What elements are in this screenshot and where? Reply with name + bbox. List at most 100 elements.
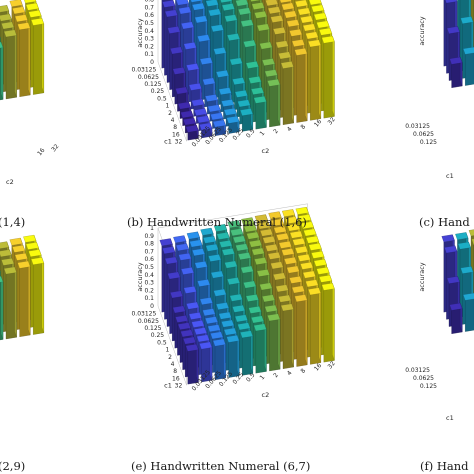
caption-f: (f) Hand bbox=[420, 459, 469, 473]
plot-e-c1-tick: 0.125 bbox=[144, 325, 161, 332]
plot-e-c2-tick: 0.5 bbox=[245, 372, 257, 384]
plot-b-z-tick: 0.3 bbox=[144, 36, 154, 43]
plot-c-c1-tick: 0.0625 bbox=[413, 131, 434, 138]
plot-e-c1-tick: 32 bbox=[175, 383, 183, 390]
plot-b-c2-tick: 1 bbox=[259, 130, 267, 138]
caption-d: (2,9) bbox=[0, 459, 25, 473]
plot-b-z-tick: 0 bbox=[150, 59, 154, 66]
plot-e-bar bbox=[199, 341, 213, 383]
plot-e-c1-tick: 8 bbox=[173, 368, 177, 375]
plot-e-z-tick: 0.3 bbox=[144, 280, 154, 287]
plot-c-bar bbox=[462, 46, 474, 86]
plot-c-z-axis-label: accuracy bbox=[418, 16, 426, 45]
plot-a-bar bbox=[3, 29, 17, 100]
plot-d-bar bbox=[0, 276, 4, 341]
plot-e-z-tick: 0 bbox=[150, 303, 154, 310]
plot-b-c1-tick: 1 bbox=[165, 103, 169, 110]
plot-d-bar bbox=[3, 266, 17, 340]
plot-b-c1-tick: 2 bbox=[168, 110, 172, 117]
plot-e-bar bbox=[226, 334, 240, 378]
plot-b-z-tick: 0.8 bbox=[144, 0, 154, 4]
plot-b-c2-tick: 0.5 bbox=[245, 128, 257, 140]
plot-e-z-tick: 0.2 bbox=[144, 287, 154, 294]
plot-b-c2-tick: 8 bbox=[299, 123, 307, 131]
plot-e-bar bbox=[307, 287, 322, 365]
caption-a: (1,4) bbox=[0, 215, 25, 229]
plot-c-c1-label: c1 bbox=[446, 172, 454, 180]
plot-b-c1-tick: 0.03125 bbox=[131, 67, 156, 74]
subplot-b: 00.10.20.30.40.50.60.70.80.91accuracy0.0… bbox=[131, 0, 337, 155]
plot-b-c2-tick: 2 bbox=[272, 128, 280, 136]
plot-e-z-tick: 0.8 bbox=[144, 241, 154, 248]
plot-e-c1-tick: 4 bbox=[171, 361, 175, 368]
plot-b-c2-label: c2 bbox=[262, 147, 270, 155]
subplot-a-partial: c2 16 32 bbox=[0, 0, 61, 186]
plot-e-c1-tick: 0.25 bbox=[151, 332, 165, 339]
plot-e-c1-tick: 0.03125 bbox=[131, 311, 156, 318]
plot-b-bar bbox=[185, 124, 199, 141]
plot-e-z-tick: 1 bbox=[150, 225, 154, 232]
plot-b-c1-label: c1 bbox=[164, 137, 172, 145]
plot-b-c1-tick: 0.125 bbox=[144, 81, 161, 88]
plot-e-bar bbox=[280, 303, 294, 369]
plot-e-z-tick: 0.6 bbox=[144, 256, 154, 263]
plot-b-c2-tick: 4 bbox=[286, 125, 294, 133]
plot-f-c1-tick: 0.03125 bbox=[405, 367, 430, 374]
plot-e-bar bbox=[185, 343, 199, 385]
plot-b-bar bbox=[267, 78, 281, 128]
plot-b-bar bbox=[321, 35, 335, 119]
plot-e-c1-tick: 1 bbox=[165, 347, 169, 354]
plot-b-bar bbox=[226, 115, 240, 134]
caption-b: (b) Handwritten Numeral (1,6) bbox=[127, 215, 307, 229]
plot-e-c1-tick: 0.5 bbox=[157, 339, 167, 346]
plot-f-c1-tick: 0.125 bbox=[420, 383, 437, 390]
caption-e: (e) Handwritten Numeral (6,7) bbox=[131, 459, 310, 473]
plot-b-bar bbox=[280, 61, 294, 125]
plot-b-z-tick: 0.2 bbox=[144, 43, 154, 50]
plot-e-c1-label: c1 bbox=[164, 381, 172, 389]
plot-b-c1-tick: 16 bbox=[172, 131, 180, 138]
plot-e-c1-tick: 16 bbox=[172, 375, 180, 382]
plot-e-bar bbox=[239, 330, 254, 376]
plot-b-z-axis-label: accuracy bbox=[136, 18, 144, 47]
plot-a-bar bbox=[30, 17, 45, 95]
plot-c-bar bbox=[449, 56, 463, 88]
plot-f-bar bbox=[449, 302, 463, 334]
plot-b-c1-tick: 0.25 bbox=[151, 88, 165, 95]
caption-c: (c) Hand bbox=[419, 215, 470, 229]
plot-e-z-tick: 0.9 bbox=[144, 233, 154, 240]
plot-a-c2-tick: 16 bbox=[36, 147, 46, 157]
plot-b-c1-tick: 8 bbox=[173, 124, 177, 131]
plot-a-bar bbox=[0, 41, 4, 101]
plot-a-bar bbox=[17, 22, 31, 97]
plot-b-z-tick: 0.7 bbox=[144, 4, 154, 11]
plot-e-c2-label: c2 bbox=[262, 391, 270, 399]
plot-a-c2-label: c2 bbox=[6, 178, 14, 186]
plot-b-bar bbox=[253, 95, 267, 130]
subplot-d-partial bbox=[0, 234, 45, 341]
plot-b-c1-tick: 0.5 bbox=[157, 95, 167, 102]
plot-b-back-pane bbox=[157, 0, 308, 62]
plot-e-bar bbox=[294, 294, 308, 367]
plot-e-z-tick: 0.7 bbox=[144, 248, 154, 255]
plot-b-bar bbox=[212, 119, 226, 136]
plot-e-z-tick: 0.4 bbox=[144, 272, 154, 279]
plot-e-c1-tick: 0.0625 bbox=[138, 318, 159, 325]
plot-e-c1-tick: 2 bbox=[168, 354, 172, 361]
plot-c-c1-tick: 0.03125 bbox=[405, 123, 430, 130]
plot-b-c2-tick: 16 bbox=[313, 118, 323, 128]
plot-b-z-tick: 0.1 bbox=[144, 51, 154, 58]
plot-a-c2-tick: 32 bbox=[50, 143, 60, 153]
plot-b-c1-tick: 4 bbox=[171, 117, 175, 124]
subplot-e: 00.10.20.30.40.50.60.70.80.91accuracy0.0… bbox=[131, 203, 337, 399]
plot-e-c2-tick: 8 bbox=[299, 367, 307, 375]
plot-e-c2-tick: 32 bbox=[327, 360, 337, 370]
plot-b-z-tick: 0.6 bbox=[144, 12, 154, 19]
plot-b-z-tick: 0.4 bbox=[144, 28, 154, 35]
plot-f-c1-label: c1 bbox=[446, 414, 454, 422]
plot-e-c2-tick: 2 bbox=[272, 372, 280, 380]
plot-b-c1-tick: 32 bbox=[175, 139, 183, 146]
plot-b-bar bbox=[307, 39, 322, 121]
